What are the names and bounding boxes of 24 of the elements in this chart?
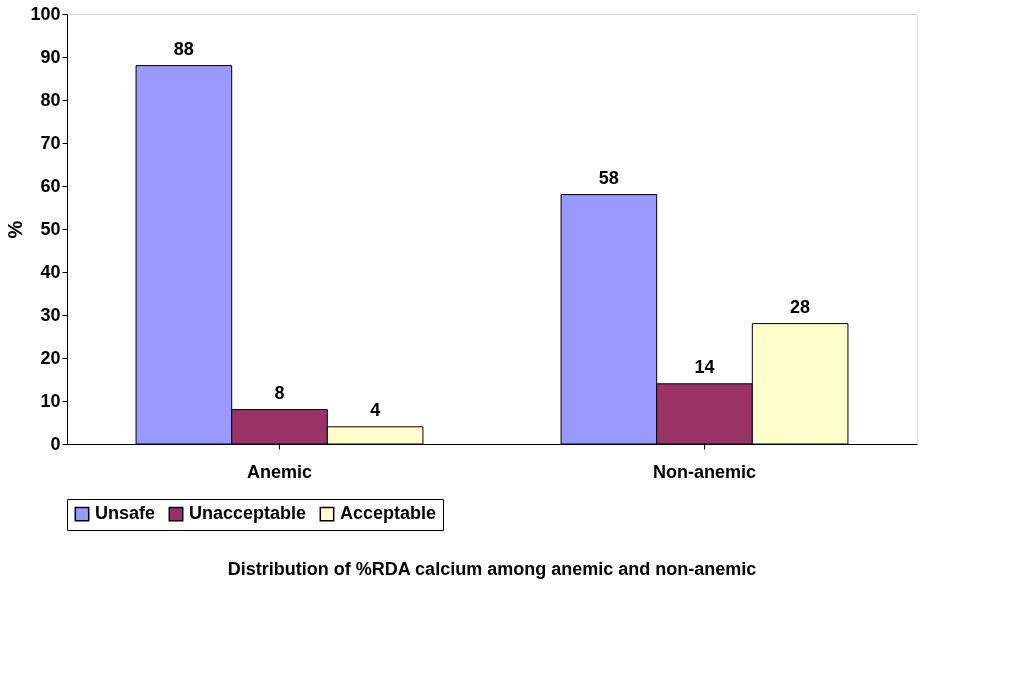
y-tick-label: 40 (40, 261, 61, 282)
data-label: 14 (694, 356, 715, 377)
y-tick-label: 90 (40, 46, 61, 67)
data-label: 28 (790, 296, 811, 317)
y-tick-label: 50 (40, 218, 61, 239)
data-label: 88 (173, 38, 194, 59)
x-tick-label: Anemic (246, 461, 313, 482)
data-label: 4 (370, 399, 381, 420)
y-tick-label: 10 (40, 390, 61, 411)
y-tick-label: 0 (50, 433, 61, 454)
y-tick-label: 30 (40, 304, 61, 325)
text: Distribution of %RDA calcium among anemic and non-anemic (227, 558, 757, 579)
legend-label: Unacceptable (189, 503, 307, 524)
y-axis-title: % (4, 220, 27, 239)
y-tick-label: 80 (40, 89, 61, 110)
data-label: 8 (274, 382, 285, 403)
data-label: 58 (598, 167, 619, 188)
legend-label: Unsafe (95, 503, 156, 524)
y-tick-label: 20 (40, 347, 61, 368)
legend-label: Acceptable (340, 503, 437, 524)
y-tick-label: 100 (30, 3, 61, 24)
y-tick-label: 70 (40, 132, 61, 153)
y-tick-label: 60 (40, 175, 61, 196)
x-tick-label: Non-anemic (652, 461, 757, 482)
